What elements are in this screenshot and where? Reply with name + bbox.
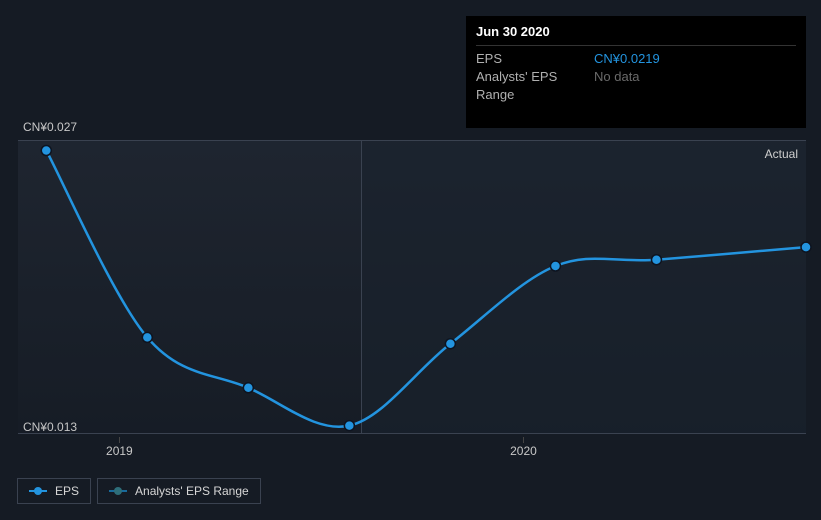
legend-item-range[interactable]: Analysts' EPS Range — [97, 478, 261, 504]
tooltip-row-range-value: No data — [594, 68, 640, 104]
legend-dot-icon — [34, 487, 42, 495]
x-tick-2020 — [523, 437, 524, 443]
legend-item-label: EPS — [55, 484, 79, 498]
tooltip-row-range: Analysts' EPS Range No data — [476, 68, 796, 104]
actual-region: Actual — [361, 141, 806, 433]
tooltip-row-eps-label: EPS — [476, 50, 594, 68]
actual-region-label: Actual — [765, 147, 798, 161]
legend-item-eps[interactable]: EPS — [17, 478, 91, 504]
x-tick-2019 — [119, 437, 120, 443]
x-axis-label-2020: 2020 — [510, 444, 537, 458]
tooltip: Jun 30 2020 EPS CN¥0.0219 Analysts' EPS … — [466, 16, 806, 128]
legend-swatch-eps — [29, 487, 47, 495]
legend-item-label: Analysts' EPS Range — [135, 484, 249, 498]
tooltip-row-range-label: Analysts' EPS Range — [476, 68, 594, 104]
plot-area: Actual — [18, 140, 806, 434]
tooltip-row-eps: EPS CN¥0.0219 — [476, 50, 796, 68]
x-axis-label-2019: 2019 — [106, 444, 133, 458]
tooltip-divider — [476, 45, 796, 46]
tooltip-row-eps-value: CN¥0.0219 — [594, 50, 660, 68]
y-axis-label-max: CN¥0.027 — [23, 120, 77, 134]
tooltip-date: Jun 30 2020 — [476, 24, 796, 43]
legend: EPS Analysts' EPS Range — [17, 478, 261, 504]
legend-swatch-range — [109, 487, 127, 495]
legend-dot-icon — [114, 487, 122, 495]
